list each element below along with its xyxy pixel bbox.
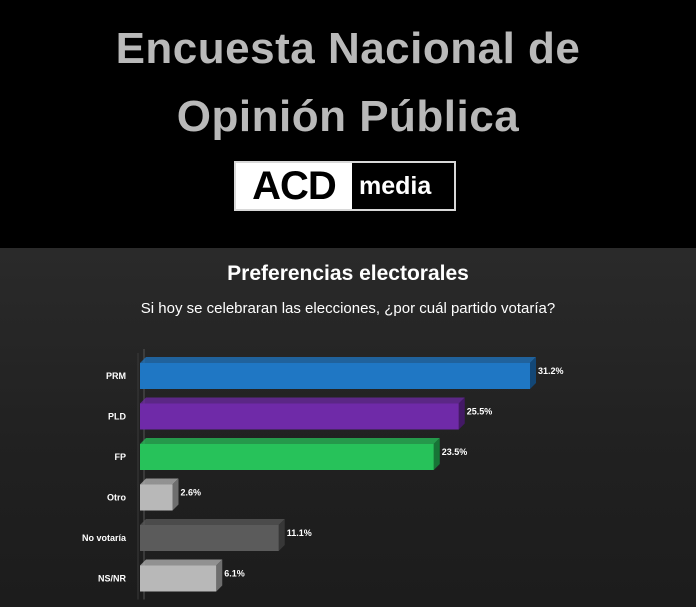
bar-top-fp xyxy=(140,438,440,444)
logo-media-text: media xyxy=(359,171,432,200)
category-label-otro: Otro xyxy=(107,493,127,503)
logo-acd-text: ACD xyxy=(236,163,352,209)
title-line-2: Opinión Pública xyxy=(176,92,520,141)
bar-side-no-votar-a xyxy=(278,519,285,551)
bar-side-ns-nr xyxy=(216,559,223,592)
value-label-fp: 23.5% xyxy=(442,447,468,457)
value-label-ns-nr: 6.1% xyxy=(224,569,245,579)
category-label-pld: PLD xyxy=(108,412,127,422)
category-label-no-votar-a: No votaría xyxy=(82,533,127,543)
bar-top-otro xyxy=(140,478,179,485)
chart-subtitle: Si hoy se celebraran las elecciones, ¿po… xyxy=(140,300,556,317)
value-label-no-votar-a: 11.1% xyxy=(287,528,312,538)
category-label-ns-nr: NS/NR xyxy=(98,574,127,584)
bar-fp xyxy=(140,444,434,470)
category-label-fp: FP xyxy=(114,452,126,462)
bar-otro xyxy=(140,484,173,511)
value-label-pld: 25.5% xyxy=(467,407,493,417)
bar-side-fp xyxy=(433,438,440,470)
bar-top-prm xyxy=(140,357,536,363)
bar-side-otro xyxy=(172,478,179,511)
acd-media-logo: ACD media xyxy=(234,161,456,211)
bar-pld xyxy=(140,403,459,430)
bar-ns-nr xyxy=(140,565,217,592)
bar-top-pld xyxy=(140,397,465,404)
value-label-prm: 31.2% xyxy=(538,366,564,376)
bar-top-no-votar-a xyxy=(140,519,285,525)
bar-side-prm xyxy=(530,357,536,389)
chart-title: Preferencias electorales xyxy=(227,262,469,285)
title-line-1: Encuesta Nacional de xyxy=(115,24,581,73)
bar-prm xyxy=(140,363,530,389)
bar-side-pld xyxy=(458,397,465,430)
bar-top-ns-nr xyxy=(140,559,223,566)
value-label-otro: 2.6% xyxy=(181,488,202,498)
header: Encuesta Nacional de Opinión Pública ACD… xyxy=(0,0,696,248)
bar-no-votar-a xyxy=(140,525,279,551)
category-label-prm: PRM xyxy=(106,371,126,381)
